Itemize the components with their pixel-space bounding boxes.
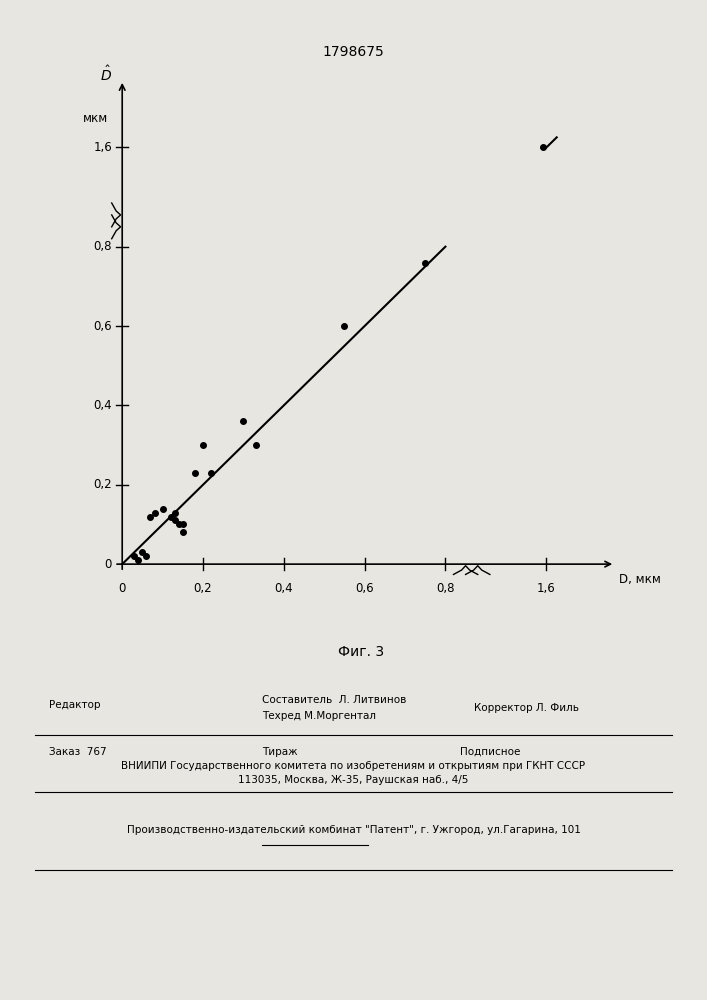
Text: Тираж: Тираж [262,747,297,757]
Text: D, мкм: D, мкм [619,574,661,586]
Text: 0,4: 0,4 [93,399,112,412]
Text: 0,6: 0,6 [93,320,112,333]
Point [169,512,180,528]
Point [197,437,209,453]
Point [136,544,148,560]
Text: Техред М.Моргентал: Техред М.Моргентал [262,711,375,721]
Point [250,437,261,453]
Point [206,465,217,481]
Text: ВНИИПИ Государственного комитета по изобретениям и открытиям при ГКНТ СССР: ВНИИПИ Государственного комитета по изоб… [122,761,585,771]
Text: 1,6: 1,6 [93,141,112,154]
Text: 113035, Москва, Ж-35, Раушская наб., 4/5: 113035, Москва, Ж-35, Раушская наб., 4/5 [238,775,469,785]
Point [339,318,350,334]
Text: $\hat{D}$: $\hat{D}$ [100,65,112,84]
Text: Фиг. 3: Фиг. 3 [337,645,384,659]
Text: 0,8: 0,8 [93,240,112,253]
Text: 0: 0 [119,582,126,595]
Text: мкм: мкм [83,112,109,125]
Point [145,509,156,525]
Point [157,501,168,517]
Text: 1,6: 1,6 [537,582,556,595]
Text: Подписное: Подписное [460,747,520,757]
Text: Составитель  Л. Литвинов: Составитель Л. Литвинов [262,695,406,705]
Text: Производственно-издательский комбинат "Патент", г. Ужгород, ул.Гагарина, 101: Производственно-издательский комбинат "П… [127,825,580,835]
Text: 0,2: 0,2 [93,478,112,491]
Text: 0,4: 0,4 [274,582,293,595]
Point [133,552,144,568]
Point [177,524,189,540]
Text: 1798675: 1798675 [322,45,385,59]
Text: Заказ  767: Заказ 767 [49,747,107,757]
Point [169,505,180,521]
Point [149,505,160,521]
Text: 0: 0 [105,558,112,571]
Point [129,548,140,564]
Point [165,509,176,525]
Point [538,139,549,155]
Point [173,516,185,532]
Text: Редактор: Редактор [49,700,101,710]
Text: Корректор Л. Филь: Корректор Л. Филь [474,703,579,713]
Point [419,255,431,271]
Point [177,516,189,532]
Point [141,548,152,564]
Text: 0,6: 0,6 [356,582,374,595]
Point [238,413,249,429]
Point [189,465,201,481]
Text: 0,2: 0,2 [194,582,212,595]
Text: 0,8: 0,8 [436,582,455,595]
